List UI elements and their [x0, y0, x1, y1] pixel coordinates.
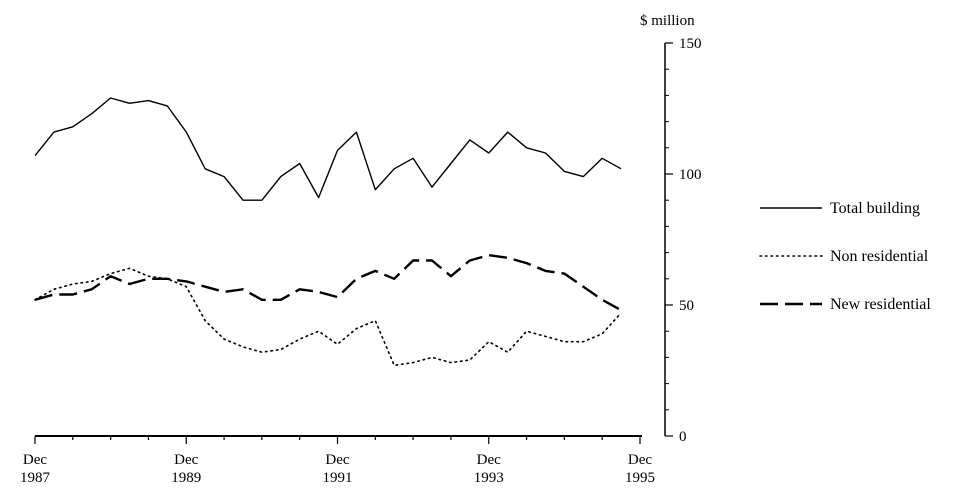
x-tick-label-year: 1993	[474, 470, 504, 486]
x-tick-label-year: 1989	[171, 470, 201, 486]
legend-label: Non residential	[830, 248, 929, 265]
series-line-total-building	[34, 97, 622, 201]
series-line-new-residential	[34, 254, 622, 312]
x-tick-label-month: Dec	[174, 452, 198, 468]
plot-area	[34, 97, 622, 367]
legend-label: New residential	[830, 296, 931, 313]
x-tick-label-month: Dec	[325, 452, 349, 468]
legend-label: Total building	[830, 200, 920, 217]
y-tick-label: 100	[679, 167, 702, 183]
series-line-non-residential	[34, 267, 622, 367]
y-tick-label: 50	[679, 298, 694, 314]
y-tick-label: 0	[679, 429, 687, 445]
x-tick-label-year: 1995	[625, 470, 655, 486]
x-tick-label-month: Dec	[23, 452, 47, 468]
x-axis-ticks: Dec 1987 Dec 1989 Dec 1991 Dec 1993 Dec 1995	[20, 436, 655, 486]
y-axis-ticks: 0 50 100 150	[665, 36, 702, 445]
y-tick-label: 150	[679, 36, 702, 52]
legend: Total building Non residential New residen…	[759, 200, 931, 313]
x-tick-label-year: 1991	[323, 470, 353, 486]
x-tick-label-month: Dec	[477, 452, 501, 468]
y-axis-label: $ million	[640, 13, 695, 29]
x-tick-label-month: Dec	[628, 452, 652, 468]
x-tick-label-year: 1987	[20, 470, 51, 486]
